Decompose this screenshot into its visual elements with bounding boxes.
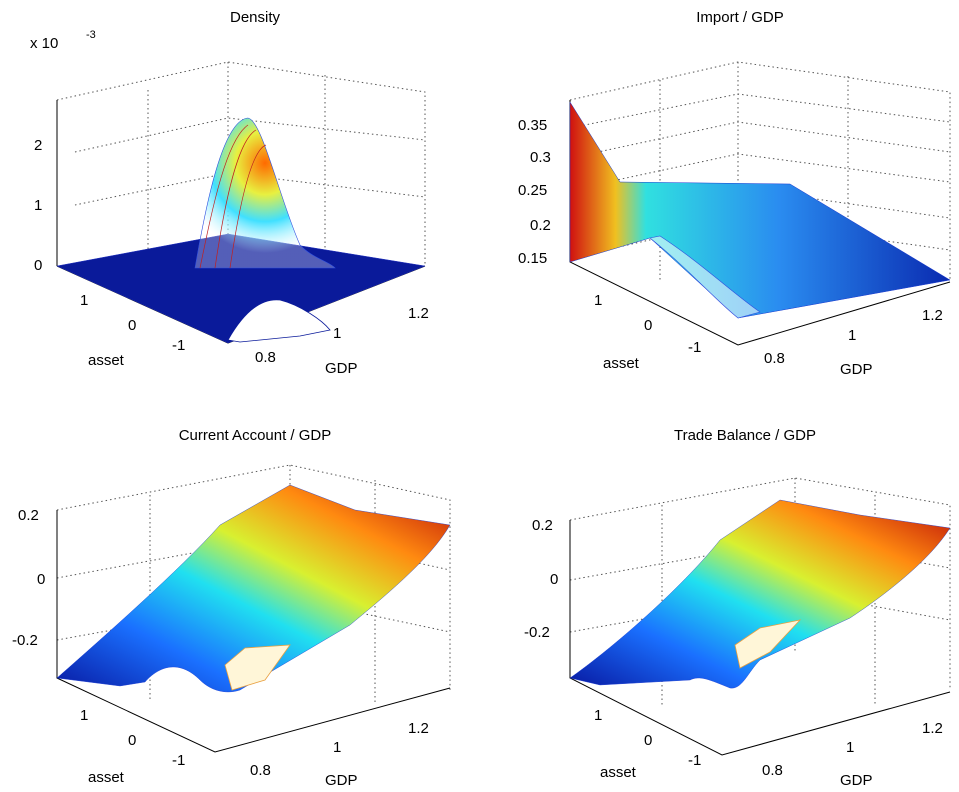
exponent-power: -3 [86,29,96,41]
z-tick: 0.2 [532,517,553,534]
panel-trade-balance-gdp: Trade Balance / GDP 0.2 0 -0.2 1 0 -1 as… [524,427,951,789]
z-tick: 0.2 [530,217,551,234]
asset-axis-label: asset [603,355,640,372]
z-tick: -0.2 [12,632,38,649]
import-mesh-edge [649,235,761,319]
panel-title: Density [230,9,281,26]
asset-tick: -1 [172,337,185,354]
asset-axis-label: asset [600,764,637,781]
asset-tick: -1 [172,752,185,769]
z-tick: -0.2 [524,624,550,641]
panel-title: Import / GDP [696,9,784,26]
asset-tick: 0 [128,732,136,749]
density-peak [194,117,336,269]
panel-current-account-gdp: Current Account / GDP 0.2 0 -0.2 1 0 -1 … [12,427,451,789]
asset-tick: 0 [128,317,136,334]
gdp-tick: 1.2 [922,720,943,737]
gdp-tick: 1 [333,325,341,342]
current-account-surface [56,484,451,693]
asset-tick: -1 [688,339,701,356]
z-tick: 2 [34,137,42,154]
asset-tick: -1 [688,752,701,769]
gdp-tick: 0.8 [762,762,783,779]
z-tick: 0.3 [530,149,551,166]
z-tick: 0.25 [518,182,547,199]
z-tick: 0.2 [18,507,39,524]
exponent-label: x 10 [30,35,58,52]
trade-balance-mesh-patch [734,619,802,669]
gdp-tick: 1.2 [408,720,429,737]
z-tick: 0.35 [518,117,547,134]
density-shadow-hump [227,299,331,343]
z-tick: 0 [550,571,558,588]
asset-axis-label: asset [88,769,125,786]
gdp-axis-label: GDP [325,772,358,789]
peak-mesh-lines [199,124,267,269]
panel-title: Trade Balance / GDP [674,427,816,444]
panel-density: Density x 10 -3 2 1 0 1 0 -1 asset 0.8 1 [30,9,429,377]
trade-balance-surface [569,499,951,689]
gdp-tick: 1.2 [408,305,429,322]
gdp-tick: 0.8 [255,349,276,366]
current-account-mesh-patch [224,644,291,691]
gdp-axis-label: GDP [840,772,873,789]
z-tick: 0 [37,571,45,588]
asset-tick: 0 [644,732,652,749]
gdp-tick: 0.8 [764,350,785,367]
asset-tick: 1 [80,707,88,724]
z-tick: 1 [34,197,42,214]
panel-title: Current Account / GDP [179,427,332,444]
asset-tick: 1 [594,292,602,309]
asset-axis-label: asset [88,352,125,369]
asset-tick: 1 [80,292,88,309]
gdp-tick: 1 [848,327,856,344]
gdp-axis-label: GDP [325,360,358,377]
gdp-tick: 1 [333,739,341,756]
gdp-tick: 1.2 [922,307,943,324]
gdp-tick: 1 [846,739,854,756]
panel-import-gdp: Import / GDP 0.35 0.3 0.25 0.2 0.15 1 0 … [518,9,951,378]
asset-tick: 0 [644,317,652,334]
surface-base [56,233,426,344]
import-surface [569,101,951,319]
gdp-axis-label: GDP [840,361,873,378]
z-tick: 0.15 [518,250,547,267]
asset-tick: 1 [594,707,602,724]
gdp-tick: 0.8 [250,762,271,779]
z-tick: 0 [34,257,42,274]
